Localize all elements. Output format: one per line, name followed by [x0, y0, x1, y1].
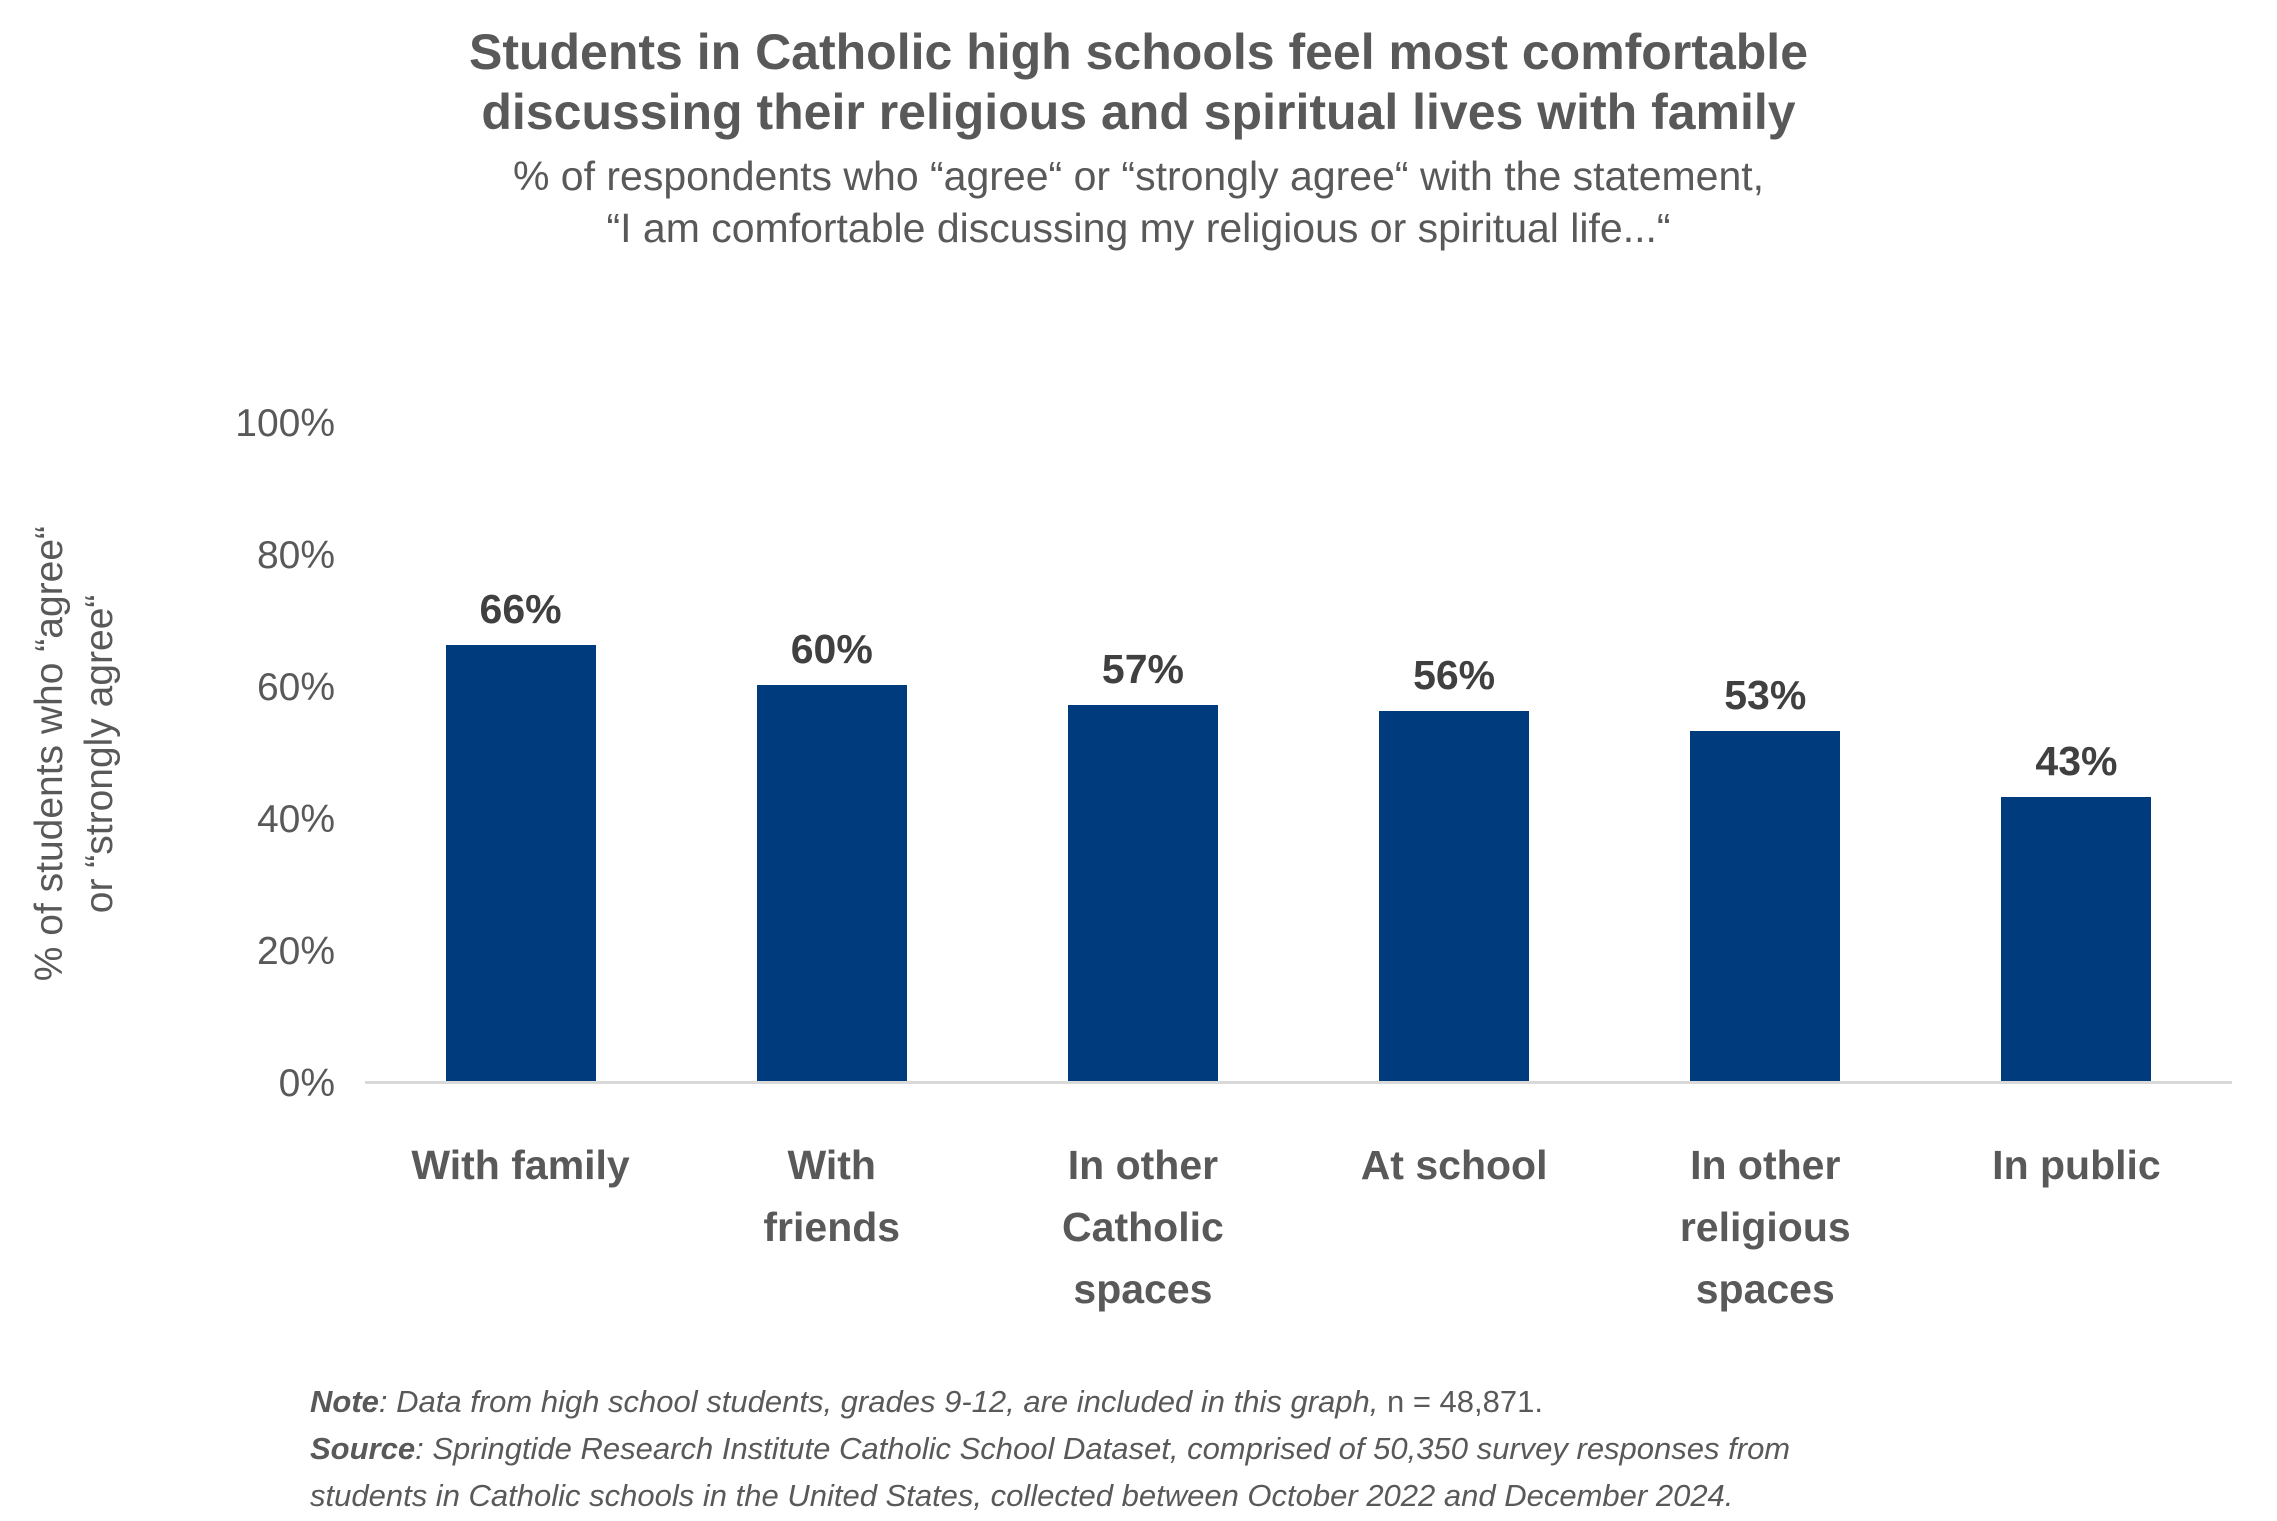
category-label: In other Catholic spaces — [1062, 1142, 1224, 1312]
y-axis-ticks: 100% 80% 60% 40% 20% 0% — [150, 402, 365, 1105]
chart-area: % of students who “agree“ or “strongly a… — [0, 402, 2277, 1320]
bar-group: 60% — [676, 626, 987, 1081]
y-axis-title: % of students who “agree“ or “strongly a… — [28, 526, 121, 982]
category-label: With friends — [763, 1142, 901, 1250]
bar — [445, 645, 596, 1081]
bar-group: 57% — [987, 646, 1298, 1081]
y-tick-label: 0% — [278, 1062, 335, 1105]
bar-group: 53% — [1610, 672, 1921, 1081]
chart-subtitle-line-1: % of respondents who “agree“ or “strongl… — [512, 153, 1765, 199]
category-labels-row: With family With friends In other Catholic… — [365, 1134, 2232, 1320]
category-label: With family — [411, 1142, 630, 1188]
bar-value-label: 57% — [1101, 645, 1184, 692]
bar — [2001, 797, 2152, 1081]
footnote-source-line-2: students in Catholic schools in the Unit… — [310, 1472, 2237, 1519]
bar — [1067, 704, 1218, 1081]
note-text: : Data from high school students, grades… — [378, 1384, 1387, 1419]
bars-row: 66% 60% 57% 56% 53% 43% — [365, 424, 2232, 1081]
bar-value-label: 60% — [790, 626, 873, 672]
bar-group: 66% — [365, 586, 676, 1081]
y-tick-label: 80% — [256, 534, 335, 577]
chart-title-line-1: Students in Catholic high schools feel m… — [468, 24, 1809, 80]
bar-group: 43% — [1921, 738, 2232, 1081]
source-text-1: : Springtide Research Institute Catholic… — [415, 1431, 1791, 1466]
bar-value-label: 53% — [1724, 672, 1807, 719]
footnote-source-line-1: Source: Springtide Research Institute Ca… — [310, 1425, 2237, 1472]
bar — [756, 685, 907, 1081]
bar-value-label: 43% — [2035, 738, 2118, 785]
chart-title: Students in Catholic high schools feel m… — [0, 22, 2277, 142]
footnote-note-line: Note: Data from high school students, gr… — [310, 1378, 2237, 1425]
chart-title-line-2: discussing their religious and spiritual… — [481, 84, 1796, 140]
y-tick-label: 40% — [256, 798, 335, 841]
plot-area: 66% 60% 57% 56% 53% 43% — [365, 424, 2232, 1084]
category-label: At school — [1360, 1142, 1548, 1188]
y-tick-label: 60% — [256, 666, 335, 709]
y-tick-label: 20% — [256, 930, 335, 973]
chart-subtitle-line-2: “I am comfortable discussing my religiou… — [606, 205, 1671, 251]
chart-subtitle: % of respondents who “agree“ or “strongl… — [0, 150, 2277, 254]
bar — [1690, 731, 1841, 1081]
source-label: Source — [310, 1431, 416, 1466]
y-tick-label: 100% — [235, 402, 335, 445]
note-sample-size: n = 48,871. — [1386, 1384, 1543, 1419]
source-text-2: students in Catholic schools in the Unit… — [310, 1478, 1734, 1513]
footnote: Note: Data from high school students, gr… — [310, 1378, 2237, 1519]
category-label: In other religious spaces — [1679, 1142, 1851, 1312]
note-label: Note — [310, 1384, 379, 1419]
bar-value-label: 66% — [479, 586, 562, 633]
bar-group: 56% — [1299, 652, 1610, 1081]
category-label: In public — [1992, 1142, 2161, 1188]
bar — [1379, 711, 1530, 1081]
bar-value-label: 56% — [1413, 652, 1496, 699]
